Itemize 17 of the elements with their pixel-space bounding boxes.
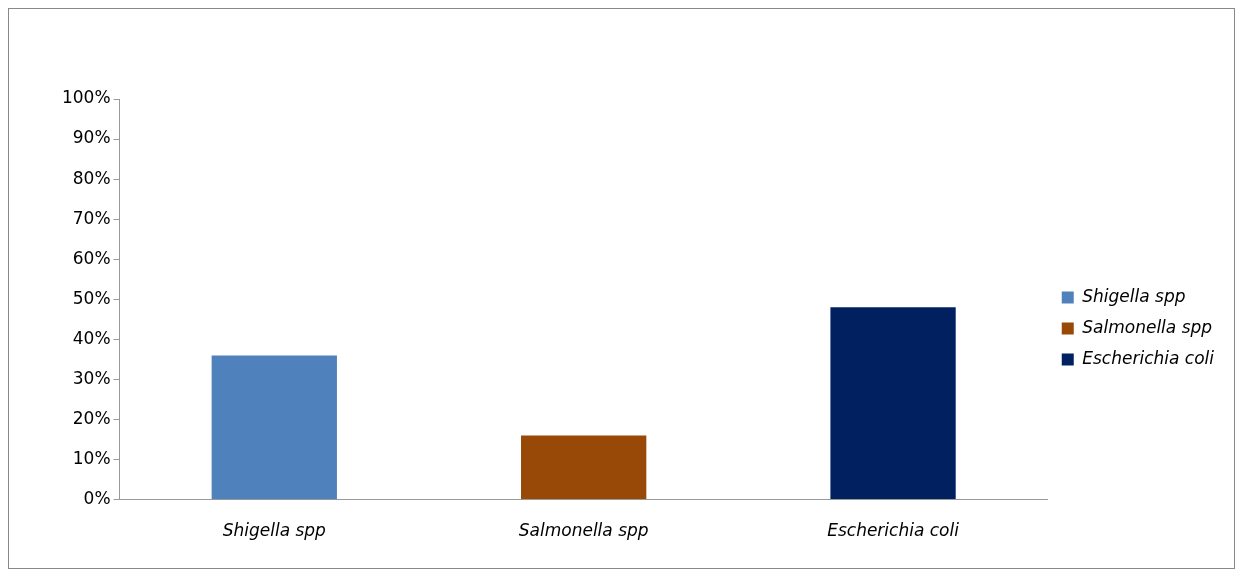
y-tick-label: 90% <box>72 127 111 148</box>
y-tick-label: 100% <box>61 87 111 108</box>
legend-label: Salmonella spp <box>1082 316 1213 337</box>
x-tick-label: Shigella spp <box>222 520 327 541</box>
x-tick-label: Salmonella spp <box>518 520 649 541</box>
legend-label: Escherichia coli <box>1082 347 1215 368</box>
x-tick-label: Escherichia coli <box>827 520 960 541</box>
y-tick-label: 50% <box>72 287 111 308</box>
y-tick-label: 60% <box>72 247 111 268</box>
legend-label: Shigella spp <box>1082 285 1186 306</box>
y-tick-label: 0% <box>83 488 111 509</box>
y-tick-label: 70% <box>72 207 111 228</box>
y-tick-label: 10% <box>72 447 111 468</box>
y-tick-label: 80% <box>72 167 111 188</box>
y-tick-label: 30% <box>72 367 111 388</box>
y-tick-label: 20% <box>72 407 111 428</box>
y-tick-label: 40% <box>72 327 111 348</box>
